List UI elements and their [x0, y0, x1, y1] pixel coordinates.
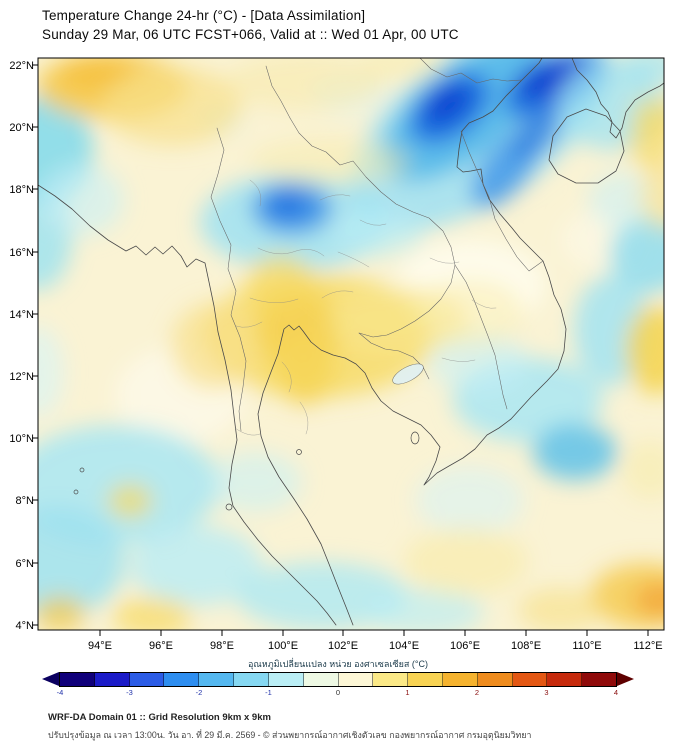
colorbar-segment [129, 673, 165, 686]
x-tick-label: 100°E [268, 640, 298, 652]
colorbar-segment [582, 673, 616, 686]
axis-ticks [32, 64, 649, 636]
colorbar-segment [199, 673, 235, 686]
colorbar-segment [234, 673, 269, 686]
temperature-change-map: 22°N 20°N 18°N 16°N 14°N 12°N 10°N 8°N 6… [9, 57, 665, 652]
y-tick-label: 12°N [9, 371, 34, 383]
y-tick-label: 4°N [16, 620, 35, 632]
colorbar: อุณหภูมิเปลี่ยนแปลง หน่วย องศาเซลเซียส (… [0, 659, 676, 699]
x-axis: 94°E 96°E 98°E 100°E 102°E 104°E 106°E 1… [88, 640, 663, 652]
colorbar-segment [408, 673, 443, 686]
colorbar-left-arrow [42, 672, 59, 686]
y-tick-label: 8°N [16, 495, 35, 507]
x-tick-label: 106°E [450, 640, 480, 652]
colorbar-tick-label: 0 [335, 688, 341, 697]
x-tick-label: 110°E [572, 640, 601, 652]
y-tick-label: 18°N [9, 184, 34, 196]
x-tick-label: 96°E [149, 640, 173, 652]
colorbar-tick-label: 4 [613, 688, 619, 697]
colorbar-segment [60, 673, 95, 686]
footer-domain-info: WRF-DA Domain 01 :: Grid Resolution 9km … [48, 712, 271, 723]
x-tick-label: 108°E [511, 640, 541, 652]
coastlines-and-borders [38, 58, 664, 626]
colorbar-segment [303, 673, 339, 686]
colorbar-tick-label: 2 [474, 688, 480, 697]
colorbar-segment [164, 673, 200, 686]
colorbar-segment [268, 673, 304, 686]
colorbar-segments [59, 672, 617, 687]
x-tick-label: 102°E [328, 640, 358, 652]
colorbar-right-arrow [617, 672, 634, 686]
y-tick-label: 20°N [9, 122, 34, 134]
colorbar-segment [338, 673, 374, 686]
footer-credit: ปรับปรุงข้อมูล ณ เวลา 13:00น. วัน อา. ที… [48, 730, 532, 740]
y-tick-label: 6°N [16, 558, 35, 570]
page-subtitle: Sunday 29 Mar, 06 UTC FCST+066, Valid at… [42, 27, 459, 42]
y-tick-label: 16°N [9, 247, 34, 259]
x-tick-label: 94°E [88, 640, 112, 652]
temperature-field [38, 58, 664, 630]
y-tick-label: 22°N [9, 60, 34, 72]
colorbar-tick-label: -1 [265, 688, 272, 697]
colorbar-segment [442, 673, 478, 686]
colorbar-label: อุณหภูมิเปลี่ยนแปลง หน่วย องศาเซลเซียส (… [248, 659, 428, 669]
y-tick-label: 10°N [9, 433, 34, 445]
colorbar-tick-label: 3 [544, 688, 549, 697]
colorbar-tick-label: 1 [405, 688, 410, 697]
x-tick-label: 112°E [633, 640, 662, 652]
page-title: Temperature Change 24-hr (°C) - [Data As… [42, 8, 366, 23]
colorbar-segment [512, 673, 548, 686]
y-tick-label: 14°N [9, 309, 34, 321]
x-tick-label: 104°E [389, 640, 419, 652]
x-tick-label: 98°E [210, 640, 234, 652]
colorbar-segment [94, 673, 130, 686]
colorbar-segment [373, 673, 409, 686]
colorbar-segment [547, 673, 583, 686]
colorbar-bar [42, 672, 634, 687]
colorbar-tick-label: -2 [195, 688, 203, 697]
colorbar-tick-label: -3 [126, 688, 133, 697]
colorbar-ticks: -4 -3 -2 -1 0 1 2 3 4 [56, 688, 619, 699]
colorbar-tick-label: -4 [56, 688, 64, 697]
y-axis: 22°N 20°N 18°N 16°N 14°N 12°N 10°N 8°N 6… [9, 60, 34, 632]
colorbar-segment [477, 673, 513, 686]
plot-frame [37, 57, 665, 631]
